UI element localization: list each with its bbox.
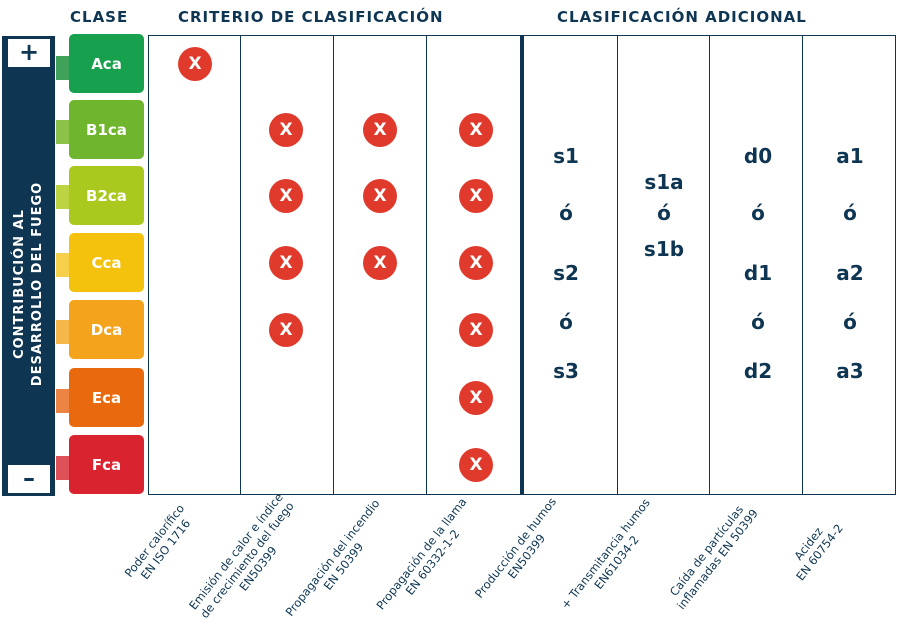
column-label-line: EN 60332-1-2 — [402, 526, 463, 598]
class-badge-cca: Cca — [69, 233, 144, 292]
column-divider — [617, 36, 618, 494]
droplet-class-value: ó — [751, 310, 765, 334]
criteria-mark-icon: X — [459, 381, 493, 415]
smoke-class-value: s3 — [553, 359, 579, 383]
criterio-header: CRITERIO DE CLASIFICACIÓN — [178, 8, 444, 26]
class-badge-b1ca: B1ca — [69, 100, 144, 159]
column-label: Acidez EN 60754-2 — [782, 513, 845, 583]
column-divider — [426, 36, 427, 494]
section-divider — [520, 36, 524, 494]
criteria-mark-icon: X — [459, 448, 493, 482]
column-divider — [802, 36, 803, 494]
acidity-class-value: ó — [843, 201, 857, 225]
acidity-class-value: a3 — [836, 359, 864, 383]
minus-sign: – — [8, 465, 50, 493]
fire-contribution-sidebar: + – CONTRIBUCIÓN AL DESARROLLO DEL FUEGO — [2, 36, 55, 496]
column-divider — [333, 36, 334, 494]
column-label-line: Producción de humos — [471, 494, 560, 601]
class-badge-aca: Aca — [69, 34, 144, 93]
droplet-class-value: d1 — [743, 261, 773, 285]
column-label-line: + Transmitancia humos — [558, 495, 653, 612]
criteria-mark-icon: X — [363, 246, 397, 280]
column-label: Producción de humos EN50399 — [472, 495, 570, 610]
column-label-line: inflamadas EN 50399 — [674, 506, 761, 613]
criteria-mark-icon: X — [363, 179, 397, 213]
droplet-class-value: ó — [751, 201, 765, 225]
column-label-line: EN50399 — [504, 531, 549, 582]
column-label: Caída de partículas inflamadas EN 50399 — [663, 498, 761, 612]
sidebar-title: CONTRIBUCIÓN AL DESARROLLO DEL FUEGO — [11, 182, 47, 386]
criteria-mark-icon: X — [459, 313, 493, 347]
smoke-class-value: s1 — [553, 144, 579, 168]
column-label: + Transmitancia humos EN61034-2 — [558, 496, 664, 620]
class-badge-eca: Eca — [69, 368, 144, 427]
criteria-mark-icon: X — [269, 113, 303, 147]
transmittance-value: s1a — [644, 170, 684, 194]
droplet-class-value: d0 — [743, 144, 773, 168]
smoke-class-value: ó — [559, 201, 573, 225]
classification-grid — [148, 35, 896, 495]
criteria-mark-icon: X — [269, 179, 303, 213]
class-badge-b2ca: B2ca — [69, 166, 144, 225]
column-label: Poder calorífico EN ISO 1716 — [122, 502, 199, 589]
smoke-class-value: s2 — [553, 261, 579, 285]
criteria-mark-icon: X — [363, 113, 397, 147]
droplet-class-value: d2 — [743, 359, 773, 383]
clase-header: CLASE — [70, 8, 129, 26]
acidity-class-value: a1 — [836, 144, 864, 168]
column-label-line: EN61034-2 — [591, 532, 642, 592]
plus-sign: + — [8, 39, 50, 67]
smoke-class-value: ó — [559, 310, 573, 334]
criteria-mark-icon: X — [269, 246, 303, 280]
class-badge-dca: Dca — [69, 300, 144, 359]
acidity-class-value: ó — [843, 310, 857, 334]
criteria-mark-icon: X — [269, 313, 303, 347]
criteria-mark-icon: X — [178, 47, 212, 81]
criteria-mark-icon: X — [459, 246, 493, 280]
column-label-line: Caída de partículas — [666, 502, 747, 599]
class-badge-fca: Fca — [69, 435, 144, 494]
adicional-header: CLASIFICACIÓN ADICIONAL — [557, 8, 807, 26]
acidity-class-value: a2 — [836, 261, 864, 285]
criteria-mark-icon: X — [459, 179, 493, 213]
column-label-line: EN 50399 — [320, 539, 367, 593]
transmittance-value: s1b — [643, 237, 685, 261]
transmittance-value: ó — [657, 201, 671, 225]
column-divider — [709, 36, 710, 494]
column-label-line: de crecimiento del fuego — [197, 499, 297, 621]
column-divider — [240, 36, 241, 494]
sidebar-title-line1: CONTRIBUCIÓN AL — [12, 209, 27, 359]
sidebar-title-line2: DESARROLLO DEL FUEGO — [30, 181, 45, 387]
criteria-mark-icon: X — [459, 113, 493, 147]
